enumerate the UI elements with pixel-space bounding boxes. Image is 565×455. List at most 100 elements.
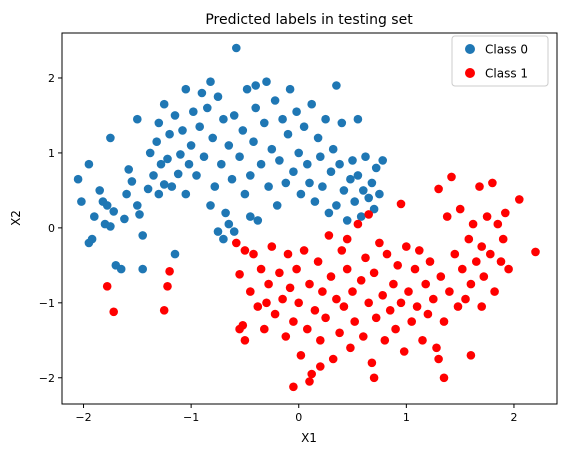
data-point-class-0 bbox=[138, 231, 147, 240]
x-tick-label: 2 bbox=[510, 411, 517, 424]
data-point-class-0 bbox=[342, 216, 352, 225]
data-point-class-0 bbox=[224, 219, 234, 229]
data-point-class-1 bbox=[504, 264, 513, 274]
data-point-class-0 bbox=[221, 208, 230, 218]
data-point-class-0 bbox=[90, 212, 99, 221]
data-point-class-0 bbox=[267, 144, 277, 154]
data-point-class-0 bbox=[229, 227, 239, 236]
data-point-class-0 bbox=[184, 159, 194, 169]
legend-marker-class-0 bbox=[465, 44, 475, 54]
data-point-class-1 bbox=[436, 272, 446, 281]
data-point-class-0 bbox=[264, 182, 273, 191]
data-point-class-0 bbox=[154, 118, 164, 128]
data-point-class-0 bbox=[213, 92, 223, 101]
data-point-class-0 bbox=[133, 114, 142, 124]
data-point-class-1 bbox=[439, 373, 449, 383]
data-point-class-0 bbox=[335, 159, 344, 169]
data-point-class-1 bbox=[498, 234, 508, 244]
data-point-class-0 bbox=[251, 81, 260, 90]
data-point-class-1 bbox=[404, 287, 413, 296]
data-point-class-0 bbox=[378, 156, 388, 165]
data-point-class-0 bbox=[159, 99, 169, 109]
data-point-class-0 bbox=[77, 197, 86, 206]
data-point-class-1 bbox=[267, 242, 277, 251]
data-point-class-0 bbox=[321, 114, 330, 124]
data-point-class-0 bbox=[116, 264, 126, 274]
data-point-class-1 bbox=[232, 238, 241, 248]
data-point-class-0 bbox=[133, 201, 142, 210]
data-point-class-1 bbox=[342, 234, 352, 244]
data-point-class-1 bbox=[339, 302, 349, 311]
data-point-class-0 bbox=[346, 174, 355, 184]
data-point-class-1 bbox=[307, 369, 317, 379]
data-point-class-0 bbox=[210, 182, 220, 191]
data-point-class-1 bbox=[294, 298, 304, 308]
data-point-class-1 bbox=[423, 309, 433, 319]
y-tick-label: 2 bbox=[48, 72, 55, 85]
data-point-class-1 bbox=[361, 253, 370, 263]
data-point-class-0 bbox=[167, 182, 177, 191]
data-point-class-1 bbox=[396, 298, 406, 308]
data-point-class-0 bbox=[232, 43, 241, 53]
data-point-class-1 bbox=[479, 272, 489, 281]
data-point-class-0 bbox=[359, 186, 368, 195]
data-point-class-0 bbox=[350, 197, 360, 206]
data-point-class-1 bbox=[439, 317, 449, 326]
data-point-class-1 bbox=[321, 313, 330, 323]
data-point-class-0 bbox=[176, 150, 185, 159]
data-point-class-1 bbox=[249, 249, 258, 259]
data-point-class-0 bbox=[296, 189, 306, 199]
data-point-class-0 bbox=[262, 77, 271, 86]
legend: Class 0 Class 1 bbox=[451, 35, 549, 87]
data-point-class-0 bbox=[173, 169, 183, 179]
data-point-class-1 bbox=[353, 219, 363, 229]
legend-label-class-0: Class 0 bbox=[485, 43, 528, 57]
data-point-class-0 bbox=[283, 129, 293, 139]
data-point-class-1 bbox=[159, 306, 169, 315]
data-point-class-0 bbox=[170, 111, 180, 120]
data-point-class-0 bbox=[369, 204, 379, 214]
data-point-class-1 bbox=[303, 324, 312, 334]
data-point-class-1 bbox=[256, 264, 266, 274]
data-point-class-1 bbox=[531, 247, 540, 257]
data-point-class-0 bbox=[159, 180, 169, 189]
data-point-class-1 bbox=[332, 294, 341, 304]
y-tick-label: −1 bbox=[39, 297, 55, 310]
data-point-class-1 bbox=[359, 332, 368, 341]
data-point-class-0 bbox=[135, 210, 144, 219]
data-point-class-1 bbox=[235, 324, 244, 334]
data-point-class-1 bbox=[396, 199, 406, 209]
data-point-class-1 bbox=[310, 306, 320, 315]
data-point-class-0 bbox=[246, 212, 255, 221]
data-point-class-1 bbox=[348, 287, 357, 296]
data-point-class-1 bbox=[240, 246, 250, 255]
x-tick-label: −2 bbox=[75, 411, 91, 424]
x-axis-ticks: −2 −1 0 1 2 bbox=[75, 404, 517, 424]
data-point-class-0 bbox=[272, 201, 282, 210]
data-point-class-1 bbox=[262, 298, 271, 308]
data-point-class-1 bbox=[316, 362, 325, 371]
y-axis-label: X2 bbox=[9, 210, 23, 226]
data-point-class-0 bbox=[145, 148, 155, 158]
data-point-class-1 bbox=[318, 287, 327, 296]
data-point-class-0 bbox=[208, 133, 217, 143]
data-point-class-0 bbox=[197, 88, 207, 98]
data-point-class-0 bbox=[206, 77, 215, 86]
x-axis-label: X1 bbox=[301, 431, 317, 445]
data-point-class-1 bbox=[296, 351, 306, 360]
data-point-class-1 bbox=[260, 324, 269, 334]
y-tick-label: −2 bbox=[39, 372, 55, 385]
data-point-class-0 bbox=[109, 207, 118, 216]
data-point-class-1 bbox=[455, 204, 465, 214]
data-point-class-1 bbox=[163, 282, 172, 291]
data-point-class-1 bbox=[412, 302, 422, 311]
data-point-class-0 bbox=[95, 186, 104, 195]
data-point-class-0 bbox=[106, 222, 115, 231]
data-point-class-1 bbox=[458, 264, 467, 274]
data-point-class-0 bbox=[84, 238, 94, 248]
data-point-class-1 bbox=[432, 343, 441, 353]
data-point-class-0 bbox=[186, 141, 196, 150]
data-point-class-0 bbox=[163, 154, 172, 164]
legend-box bbox=[451, 35, 549, 87]
data-point-class-1 bbox=[324, 231, 334, 240]
